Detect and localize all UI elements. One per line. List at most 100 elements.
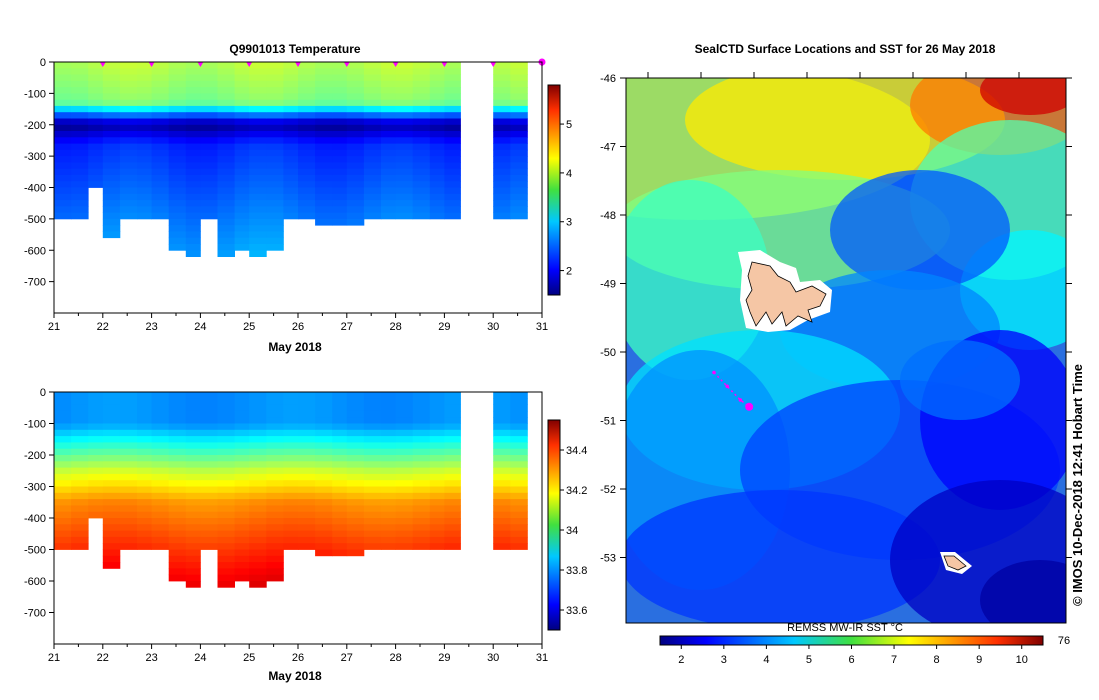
profile-cell <box>381 80 396 88</box>
sst-tick-label: 10 <box>1016 654 1028 666</box>
profile-cell <box>395 398 414 405</box>
profile-cell <box>168 505 187 513</box>
profile-cell <box>88 448 104 456</box>
profile-cell <box>346 511 365 519</box>
profile-cell <box>137 404 152 412</box>
profile-cell <box>395 455 414 462</box>
profile-cell <box>283 187 299 195</box>
profile-cell <box>266 80 284 88</box>
profile-cell <box>381 200 396 207</box>
profile-cell <box>137 417 152 424</box>
profile-cell <box>102 530 121 538</box>
profile-cell <box>381 467 396 475</box>
profile-cell <box>429 423 445 431</box>
profile-cell <box>298 143 316 151</box>
profile-cell <box>234 486 250 494</box>
profile-cell <box>168 244 187 251</box>
heard-island-shape <box>943 555 967 571</box>
profile-cell <box>332 429 348 437</box>
profile-cell <box>102 410 121 418</box>
profile-cell <box>102 124 121 132</box>
profile-cell <box>363 193 382 201</box>
profile-cell <box>102 467 121 475</box>
profile-cell <box>200 486 218 494</box>
profile-cell <box>168 105 187 113</box>
profile-cell <box>54 149 72 157</box>
profile-cell <box>185 505 201 513</box>
profile-cell <box>444 429 461 437</box>
profile-cell <box>234 392 250 399</box>
profile-cell <box>315 486 333 494</box>
profile-cell <box>200 212 218 220</box>
profile-cell <box>54 511 72 519</box>
profile-cell <box>217 149 235 157</box>
profile-cell <box>283 480 299 487</box>
profile-cell <box>249 518 267 525</box>
profile-cell <box>381 124 396 132</box>
profile-cell <box>102 105 121 113</box>
profile-cell <box>429 156 445 163</box>
profile-cell <box>88 149 104 157</box>
profile-cell <box>71 455 89 462</box>
profile-cell <box>119 505 138 513</box>
profile-cell <box>185 193 201 201</box>
profile-cell <box>363 68 382 75</box>
x-tick-label: 31 <box>536 321 548 333</box>
profile-cell <box>298 442 316 450</box>
profile-cell <box>217 225 235 232</box>
profile-cell <box>493 143 511 151</box>
profile-cell <box>200 448 218 456</box>
profile-cell <box>71 530 89 538</box>
profile-cell <box>346 549 365 557</box>
profile-cell <box>412 87 431 94</box>
profile-cell <box>346 143 365 151</box>
profile-cell <box>234 174 250 182</box>
profile-cell <box>249 62 267 69</box>
profile-cell <box>151 398 170 405</box>
profile-cell <box>217 62 235 69</box>
profile-cell <box>217 244 235 251</box>
profile-cell <box>429 99 445 107</box>
profile-cell <box>102 193 121 201</box>
profile-cell <box>266 568 284 576</box>
profile-cell <box>412 118 431 126</box>
profile-cell <box>151 200 170 207</box>
profile-cell <box>332 530 348 538</box>
profile-cell <box>200 398 218 405</box>
profile-cell <box>119 436 138 443</box>
profile-cell <box>493 99 511 107</box>
profile-cell <box>346 436 365 443</box>
profile-cell <box>363 143 382 151</box>
profile-cell <box>249 473 267 481</box>
profile-cell <box>234 518 250 525</box>
profile-cell <box>381 473 396 481</box>
profile-cell <box>200 168 218 176</box>
profile-cell <box>381 492 396 500</box>
profile-cell <box>249 162 267 170</box>
profile-cell <box>381 174 396 182</box>
sst-tick-label: 9 <box>976 654 982 666</box>
profile-cell <box>249 80 267 88</box>
profile-cell <box>185 149 201 157</box>
salinity-colorbar <box>547 419 561 631</box>
profile-cell <box>168 549 187 557</box>
profile-cell <box>510 417 528 424</box>
profile-cell <box>234 212 250 220</box>
profile-cell <box>429 68 445 75</box>
profile-cell <box>102 499 121 506</box>
profile-cell <box>71 143 89 151</box>
profile-cell <box>185 436 201 443</box>
profile-cell <box>332 524 348 531</box>
profile-cell <box>395 112 414 119</box>
profile-cell <box>88 436 104 443</box>
profile-cell <box>429 124 445 132</box>
profile-cell <box>54 193 72 201</box>
profile-cell <box>429 174 445 182</box>
y-tick-label: -600 <box>24 245 46 257</box>
profile-cell <box>217 492 235 500</box>
profile-cell <box>332 536 348 544</box>
x-tick-label: 26 <box>292 321 304 333</box>
profile-cell <box>200 436 218 443</box>
profile-cell <box>298 74 316 82</box>
